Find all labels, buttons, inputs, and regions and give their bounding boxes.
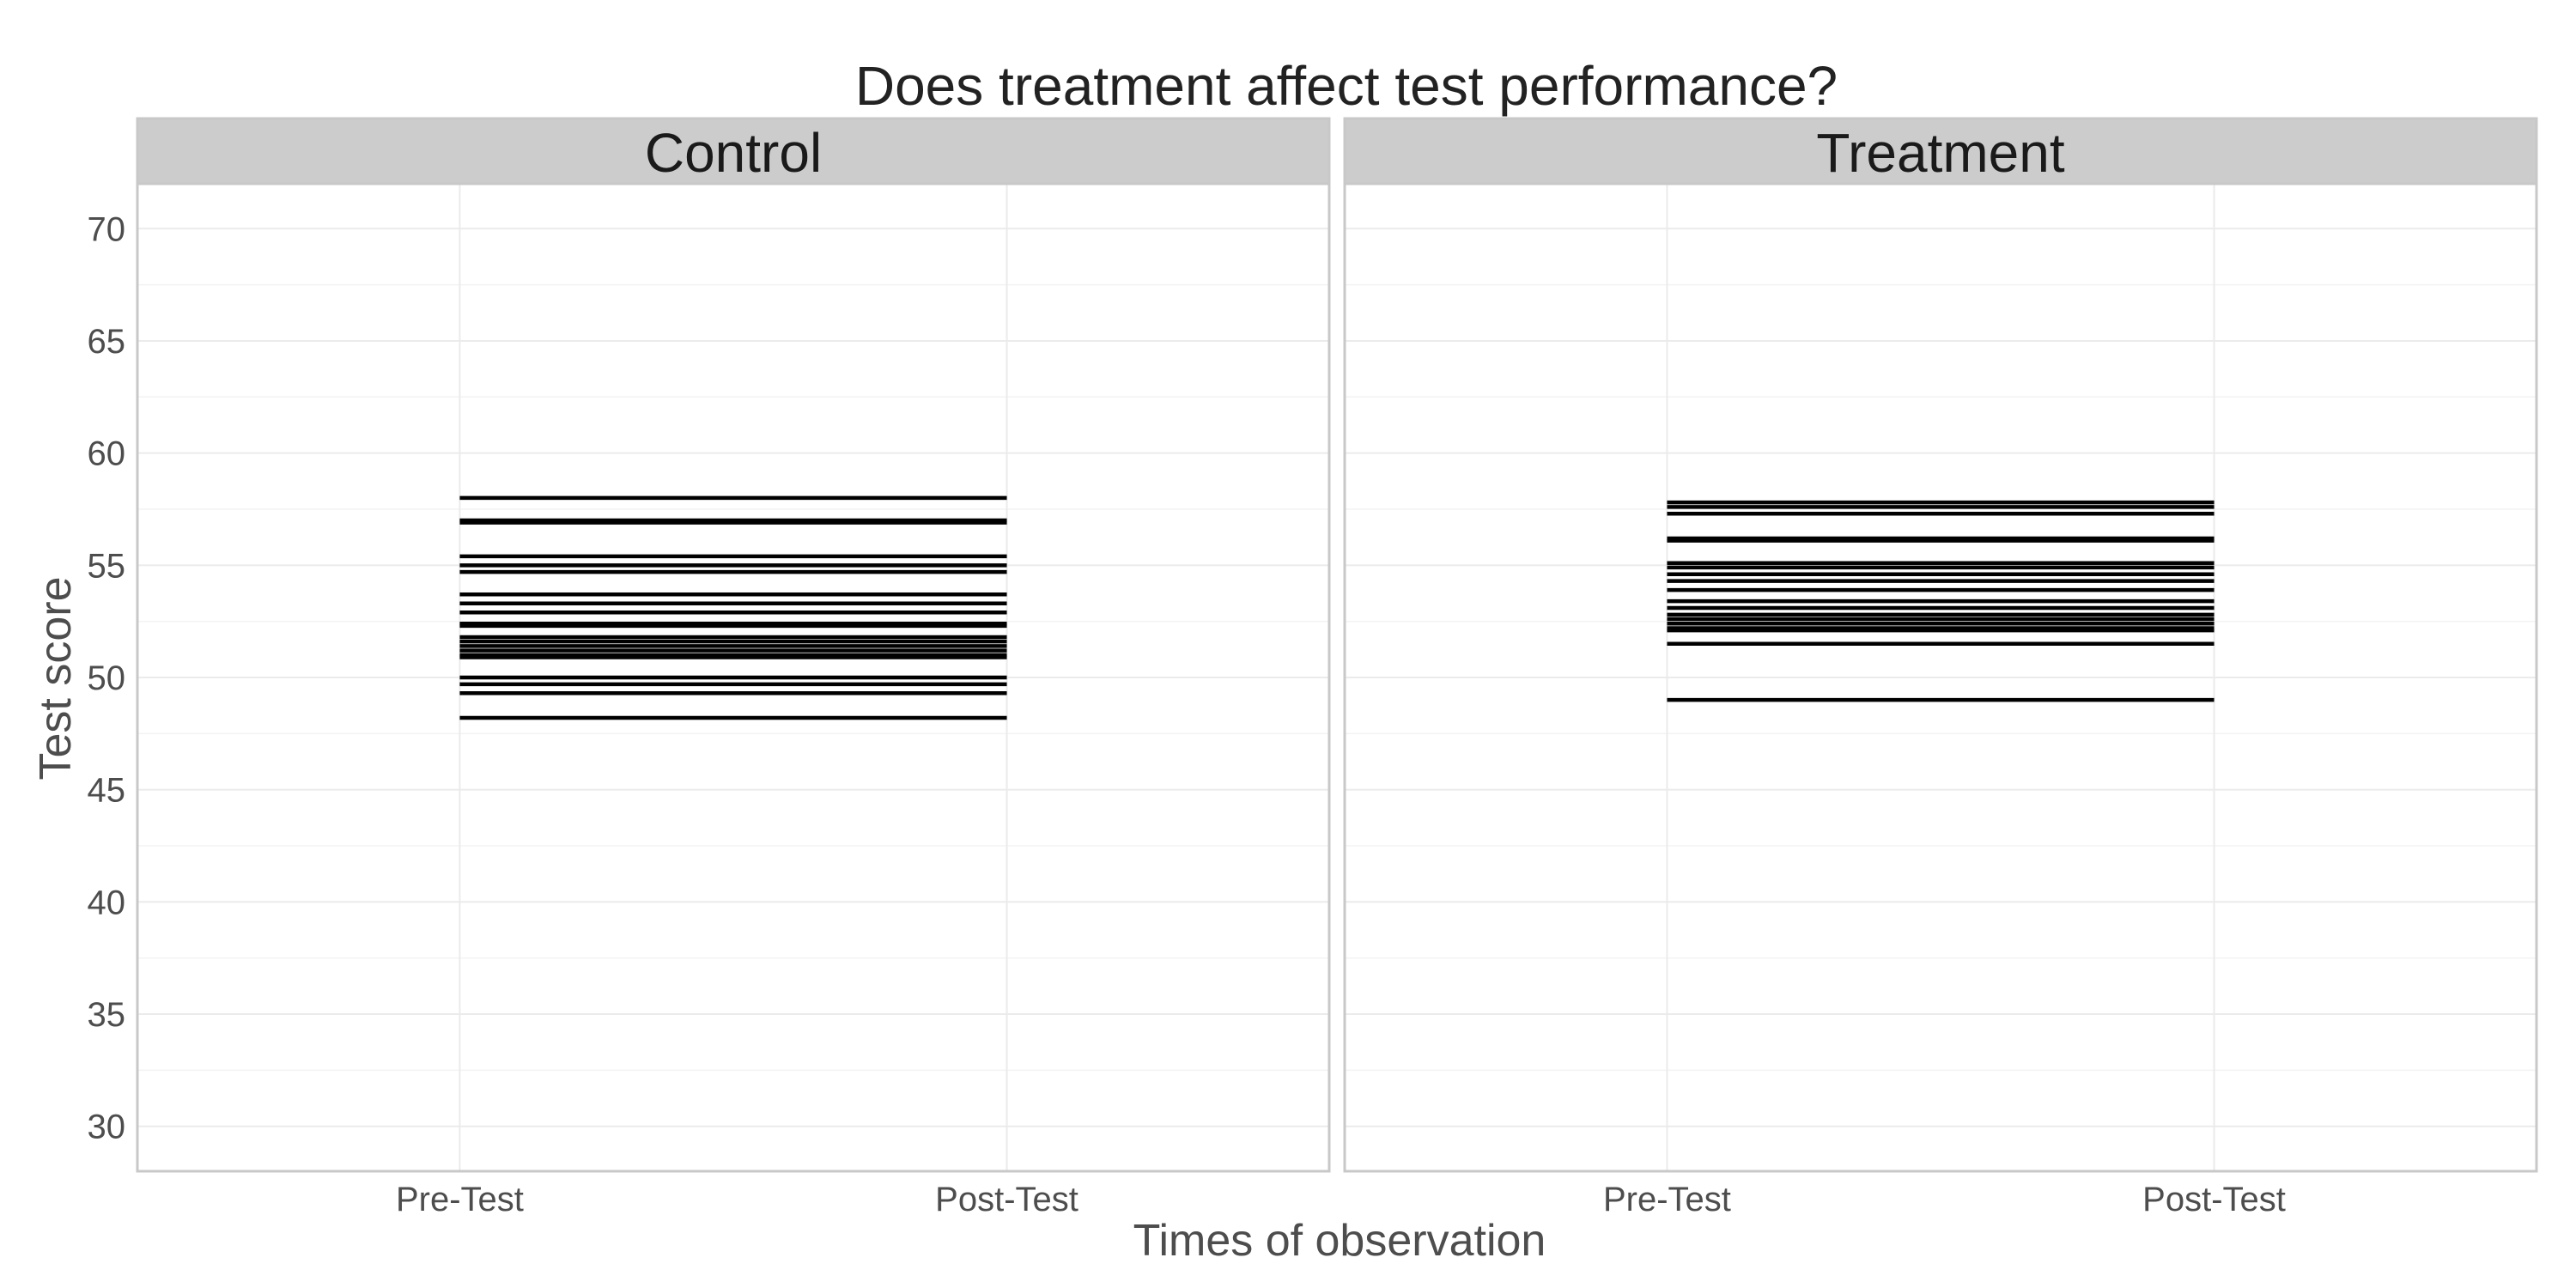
y-tick-label: 50 bbox=[88, 659, 126, 697]
facet-panels: Control Pre-Test Post-Test Treatment Pre-Tes… bbox=[136, 117, 2538, 1218]
y-tick-label: 65 bbox=[88, 323, 126, 361]
y-tick-label: 35 bbox=[88, 996, 126, 1034]
facet-panel-treatment: Treatment Pre-Test Post-Test bbox=[1343, 117, 2538, 1218]
facet-panel-control: Control Pre-Test Post-Test bbox=[136, 117, 1331, 1218]
x-tick-label: Pre-Test bbox=[1603, 1181, 1731, 1218]
x-axis-title: Times of observation bbox=[1133, 1216, 1546, 1266]
y-tick-label: 55 bbox=[88, 547, 126, 585]
facet-strip bbox=[136, 117, 1331, 185]
y-tick-label: 60 bbox=[88, 435, 126, 473]
facet-strip bbox=[1343, 117, 2538, 185]
y-axis-title: Test score bbox=[31, 577, 81, 781]
y-tick-label: 45 bbox=[88, 772, 126, 810]
facet-strip-label: Control bbox=[645, 122, 822, 184]
facet-strip-label: Treatment bbox=[1816, 122, 2065, 184]
chart-title: Does treatment affect test performance? bbox=[855, 55, 1838, 117]
y-axis-tick-labels: 30 35 40 45 50 55 60 65 70 bbox=[88, 210, 126, 1145]
y-tick-label: 40 bbox=[88, 884, 126, 921]
x-tick-label: Pre-Test bbox=[396, 1181, 524, 1218]
x-tick-label: Post-Test bbox=[935, 1181, 1078, 1218]
x-tick-label: Post-Test bbox=[2142, 1181, 2286, 1218]
y-tick-label: 70 bbox=[88, 210, 126, 248]
y-tick-label: 30 bbox=[88, 1109, 126, 1146]
